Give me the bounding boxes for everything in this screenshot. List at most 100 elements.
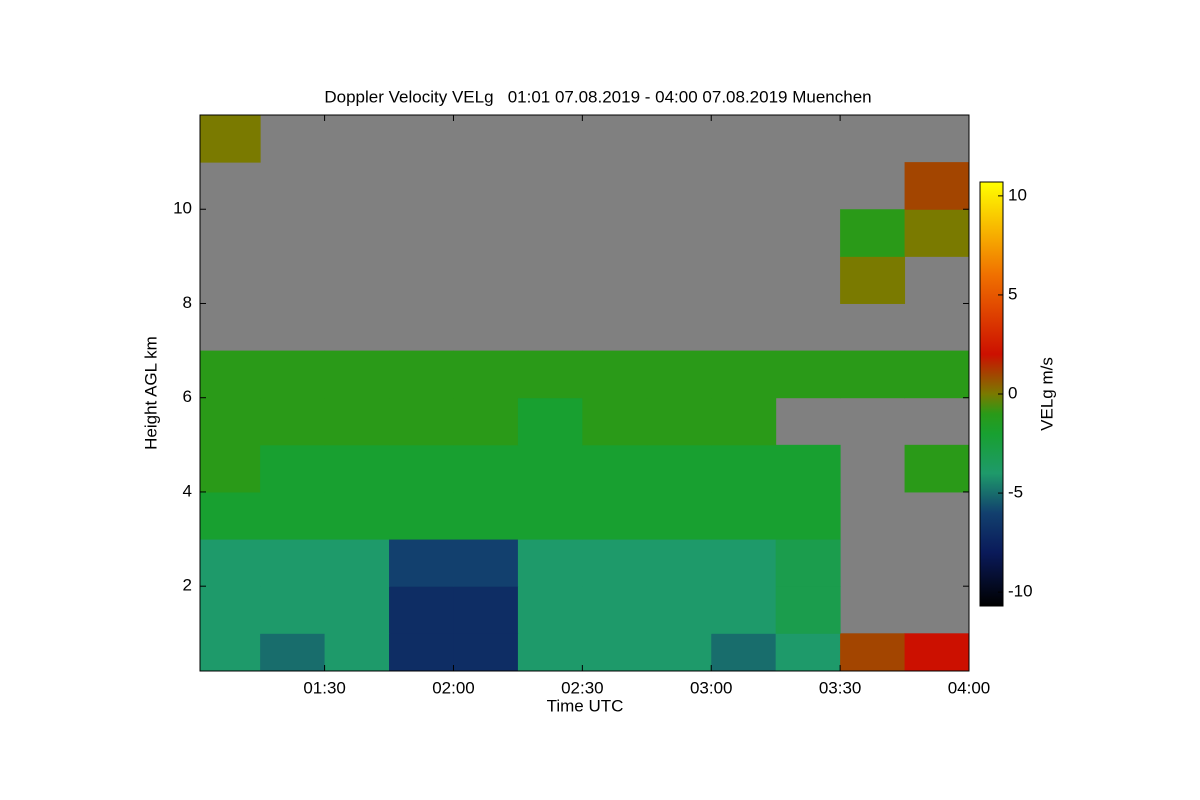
heatmap-cell — [646, 491, 712, 540]
heatmap-cell — [389, 539, 454, 587]
colorbar-tick-label: -5 — [1008, 483, 1023, 502]
heatmap-cell — [711, 444, 777, 493]
heatmap-cell — [260, 586, 326, 634]
heatmap-cell — [324, 444, 390, 493]
heatmap-cell — [904, 162, 970, 210]
heatmap-cell — [200, 633, 261, 672]
heatmap-cell — [711, 397, 777, 446]
heatmap-cell — [904, 209, 970, 257]
heatmap-cell — [517, 491, 583, 540]
heatmap-cell — [453, 397, 519, 446]
y-tick-label: 10 — [173, 199, 192, 218]
x-tick-label: 03:30 — [819, 678, 862, 697]
heatmap-cell — [200, 491, 261, 540]
heatmap-cell — [389, 350, 454, 399]
heatmap-cell — [775, 444, 841, 493]
heatmap-cell — [646, 397, 712, 446]
heatmap-cell — [840, 633, 906, 672]
y-tick-label: 2 — [183, 576, 192, 595]
heatmap-cell — [324, 539, 390, 587]
heatmap-cell — [775, 539, 841, 587]
heatmap-cell — [517, 633, 583, 672]
heatmap-cell — [711, 539, 777, 587]
heatmap-cell — [582, 397, 648, 446]
heatmap-cell — [453, 491, 519, 540]
heatmap-cell — [775, 491, 841, 540]
heatmap-cell — [711, 586, 777, 634]
heatmap-cell — [389, 444, 454, 493]
heatmap-cell — [389, 491, 454, 540]
heatmap-cell — [453, 539, 519, 587]
heatmap-cell — [200, 444, 261, 493]
heatmap-cell — [904, 444, 970, 493]
heatmap-cell — [453, 350, 519, 399]
x-tick-label: 01:30 — [303, 678, 346, 697]
heatmap-cell — [324, 397, 390, 446]
heatmap-cell — [582, 586, 648, 634]
heatmap-cell — [200, 350, 261, 399]
y-tick-label: 6 — [183, 387, 192, 406]
plot-frame — [199, 114, 970, 672]
colorbar-label: VELg m/s — [1037, 357, 1056, 431]
x-tick-label: 02:00 — [432, 678, 475, 697]
heatmap-cell — [517, 586, 583, 634]
heatmap-cell — [646, 586, 712, 634]
heatmap-cell — [904, 350, 970, 399]
heatmap-cell — [711, 491, 777, 540]
heatmap-cell — [260, 539, 326, 587]
x-tick-label: 04:00 — [948, 678, 991, 697]
heatmap-cell — [840, 256, 906, 304]
heatmap-cell — [711, 633, 777, 672]
heatmap-cell — [840, 350, 906, 399]
colorbar-tick-label: 10 — [1008, 185, 1027, 204]
heatmap-cell — [200, 586, 261, 634]
heatmap-cell — [389, 633, 454, 672]
heatmap-cell — [200, 397, 261, 446]
heatmap-cell — [389, 397, 454, 446]
y-tick-label: 4 — [183, 481, 192, 500]
heatmap-cell — [646, 539, 712, 587]
heatmap-cell — [646, 444, 712, 493]
heatmap-cell — [324, 633, 390, 672]
colorbar-tick-label: 5 — [1008, 284, 1017, 303]
x-tick-label: 03:00 — [690, 678, 733, 697]
heatmap-cell — [582, 539, 648, 587]
heatmap-cell — [582, 491, 648, 540]
heatmap-cell — [260, 444, 326, 493]
heatmap-cell — [840, 209, 906, 257]
heatmap-cell — [260, 397, 326, 446]
heatmap-cell — [582, 444, 648, 493]
heatmap-cell — [517, 539, 583, 587]
y-axis-label: Height AGL km — [141, 336, 160, 450]
y-tick-label: 8 — [183, 293, 192, 312]
heatmap-cell — [200, 539, 261, 587]
heatmap-cell — [260, 491, 326, 540]
heatmap-cell — [517, 350, 583, 399]
heatmap-cell — [453, 633, 519, 672]
heatmap-cell — [517, 397, 583, 446]
heatmap-cell — [453, 444, 519, 493]
heatmap-cell — [904, 633, 970, 672]
heatmap-cell — [646, 633, 712, 672]
colorbar-tick-label: 0 — [1008, 383, 1017, 402]
heatmap-cell — [582, 350, 648, 399]
heatmap-cell — [453, 586, 519, 634]
x-axis-label: Time UTC — [547, 696, 624, 715]
heatmap-cell — [260, 633, 326, 672]
heatmap-cell — [324, 491, 390, 540]
colorbar-tick-label: -10 — [1008, 582, 1033, 601]
heatmap-cell — [324, 586, 390, 634]
heatmap-cell — [711, 350, 777, 399]
chart-title: Doppler Velocity VELg 01:01 07.08.2019 -… — [324, 87, 871, 106]
heatmap-cell — [517, 444, 583, 493]
heatmap-cell — [324, 350, 390, 399]
x-tick-label: 02:30 — [561, 678, 604, 697]
heatmap-cell — [582, 633, 648, 672]
heatmap-cell — [775, 586, 841, 634]
heatmap-cell — [260, 350, 326, 399]
heatmap-cell — [200, 115, 261, 163]
heatmap-cell — [775, 633, 841, 672]
heatmap-cell — [775, 350, 841, 399]
heatmap-cell — [389, 586, 454, 634]
